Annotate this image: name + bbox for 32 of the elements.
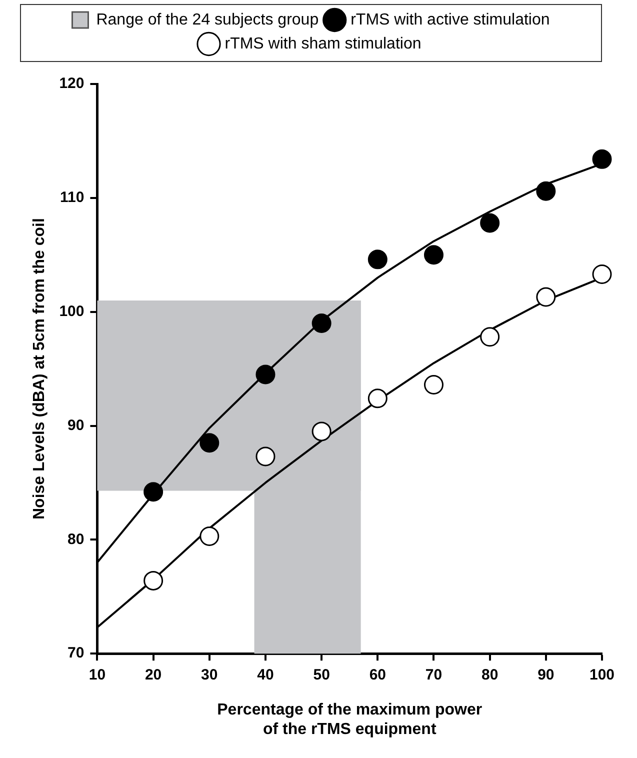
y-tick-label: 70 xyxy=(68,644,84,662)
x-tick-label: 20 xyxy=(144,666,162,684)
y-axis-title: Noise Levels (dBA) at 5cm from the coil xyxy=(31,218,48,520)
legend-label: rTMS with sham stimulation xyxy=(224,35,422,52)
x-tick-label: 40 xyxy=(257,666,274,684)
y-tick-label: 120 xyxy=(59,75,84,92)
y-tick-label: 90 xyxy=(68,416,84,434)
y-tick-label: 100 xyxy=(59,302,84,320)
x-tick-label: 80 xyxy=(481,666,498,684)
legend-label: Range of the 24 subjects group xyxy=(96,11,319,28)
point xyxy=(480,213,500,233)
point xyxy=(424,245,444,265)
point xyxy=(256,364,276,384)
point xyxy=(368,250,388,270)
x-tick-label: 50 xyxy=(313,666,330,684)
point xyxy=(256,446,276,466)
legend-label: rTMS with active stimulation xyxy=(350,11,550,28)
x-tick-label: 90 xyxy=(538,666,554,684)
point xyxy=(144,482,164,502)
point xyxy=(312,422,332,442)
x-tick-label: 10 xyxy=(88,666,106,684)
point xyxy=(312,313,332,333)
x-tick-label: 100 xyxy=(589,666,615,684)
y-tick-label: 80 xyxy=(68,530,84,548)
x-tick-label: 30 xyxy=(201,666,218,684)
x-tick-label: 70 xyxy=(425,666,442,684)
x-axis-title: Percentage of the maximum power of the rTMS equipment xyxy=(217,702,482,738)
x-tick-label: 60 xyxy=(369,666,386,684)
point xyxy=(200,433,220,453)
point xyxy=(592,149,612,169)
y-tick-label: 110 xyxy=(60,189,84,206)
point xyxy=(536,181,556,201)
